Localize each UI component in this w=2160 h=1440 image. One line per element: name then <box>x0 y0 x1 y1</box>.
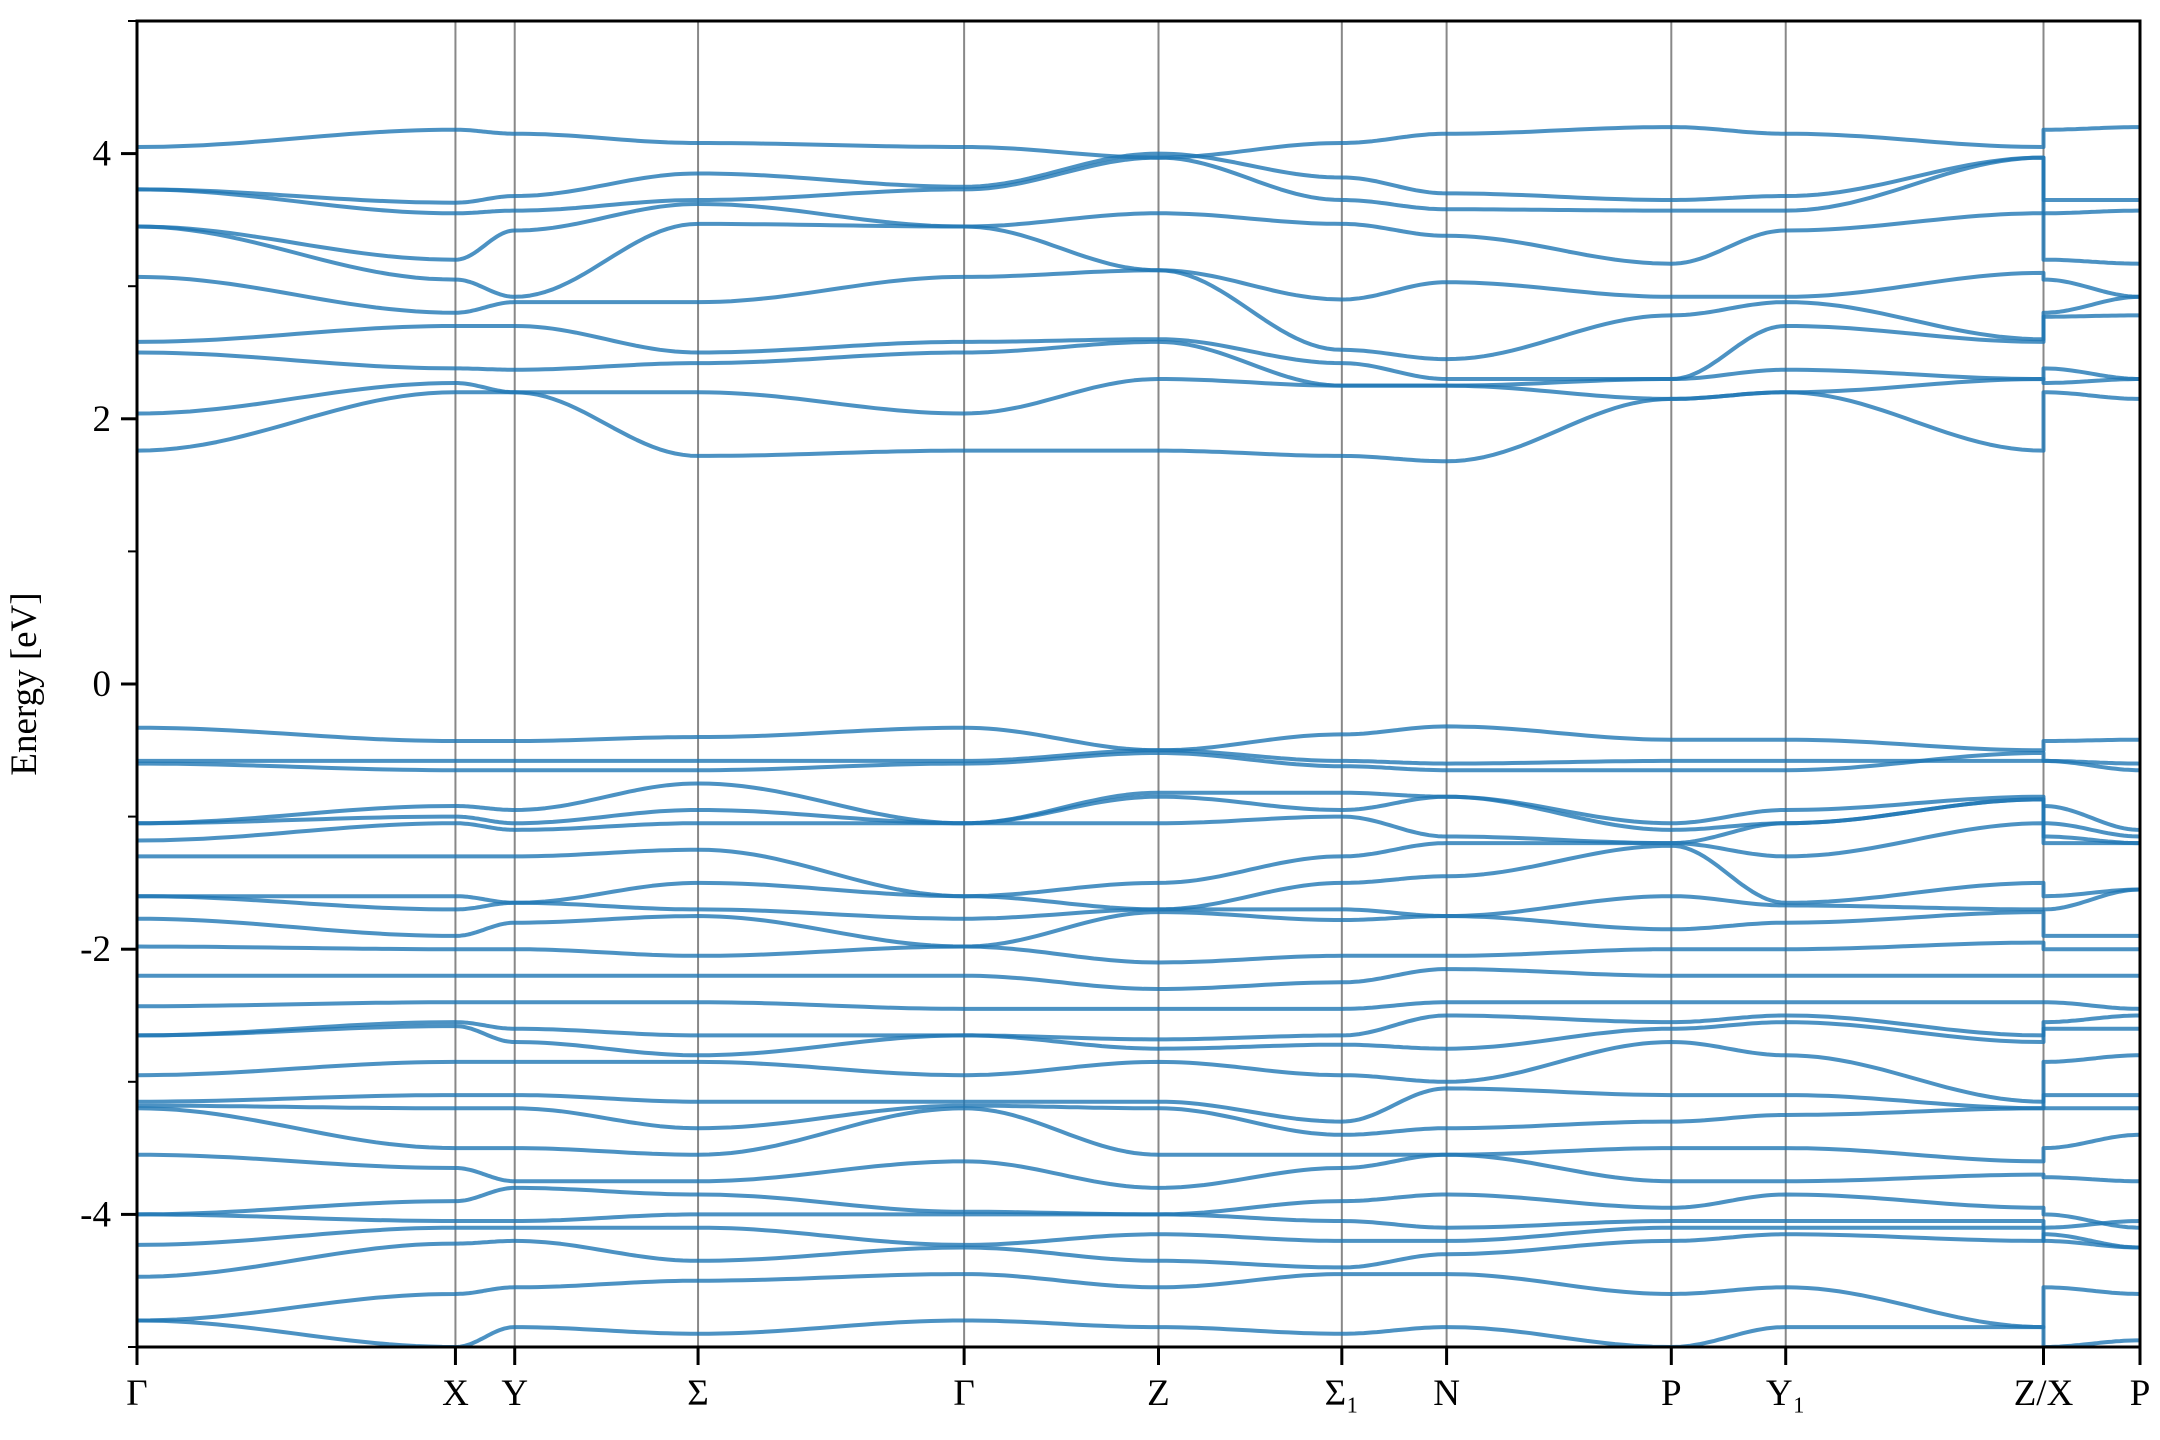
x-tick-label: N <box>1433 1373 1460 1414</box>
band-line-9 <box>137 390 2140 464</box>
x-tick-label: Y <box>501 1373 528 1414</box>
band-line-0 <box>137 125 2140 160</box>
x-tick-label: Z/X <box>2014 1373 2074 1414</box>
band-line-28 <box>137 1106 2140 1164</box>
x-tick-label: Σ <box>687 1373 709 1414</box>
band-line-24 <box>137 1020 2140 1058</box>
band-line-21 <box>137 967 2140 991</box>
x-tick-label: P <box>1661 1373 1682 1414</box>
band-line-4 <box>137 221 2140 302</box>
band-line-14 <box>137 794 2140 839</box>
band-line-25 <box>137 1040 2140 1104</box>
band-line-30 <box>137 1185 2140 1230</box>
y-tick-label: 4 <box>93 134 112 175</box>
band-line-16 <box>137 821 2140 899</box>
band-line-33 <box>137 1232 2140 1279</box>
y-tick-label: -4 <box>80 1194 111 1235</box>
y-tick-label: -2 <box>80 929 111 970</box>
band-line-34 <box>137 1272 2140 1330</box>
x-tick-label: Γ <box>953 1373 974 1414</box>
band-line-3 <box>137 202 2140 266</box>
band-line-10 <box>137 724 2140 753</box>
band-line-31 <box>137 1212 2140 1230</box>
x-tick-label: X <box>442 1373 469 1414</box>
band-line-26 <box>137 1086 2140 1124</box>
band-line-18 <box>137 887 2140 921</box>
band-line-6 <box>137 313 2140 381</box>
x-axis: Γ X Y Σ Γ Z Σ₁ N P Y₁ Z/X P <box>126 1347 2150 1414</box>
band-line-5 <box>137 268 2140 362</box>
y-tick-label: 0 <box>93 664 112 705</box>
band-line-1 <box>137 151 2140 205</box>
y-axis: -4 -2 0 2 4 <box>80 20 137 1348</box>
y-tick-label: 2 <box>93 399 112 440</box>
band-line-23 <box>137 1013 2140 1042</box>
band-line-22 <box>137 1000 2140 1011</box>
band-line-12 <box>137 751 2140 773</box>
band-line-13 <box>137 781 2140 832</box>
band-line-7 <box>137 339 2140 388</box>
x-tick-label: P <box>2130 1373 2151 1414</box>
band-line-32 <box>137 1225 2140 1250</box>
band-line-15 <box>137 797 2140 846</box>
x-tick-label: Y₁ <box>1766 1373 1806 1414</box>
band-line-19 <box>137 910 2140 949</box>
band-lines <box>137 125 2140 1347</box>
band-line-11 <box>137 748 2140 766</box>
band-line-27 <box>137 1103 2140 1137</box>
y-axis-label: Energy [eV] <box>4 592 45 775</box>
x-tick-label: Γ <box>126 1373 147 1414</box>
band-line-8 <box>137 377 2140 416</box>
band-line-2 <box>137 155 2140 216</box>
band-line-29 <box>137 1152 2140 1190</box>
x-tick-label: Z <box>1147 1373 1170 1414</box>
x-tick-label: Σ₁ <box>1325 1373 1359 1414</box>
band-line-20 <box>137 940 2140 965</box>
band-line-35 <box>137 1318 2140 1347</box>
